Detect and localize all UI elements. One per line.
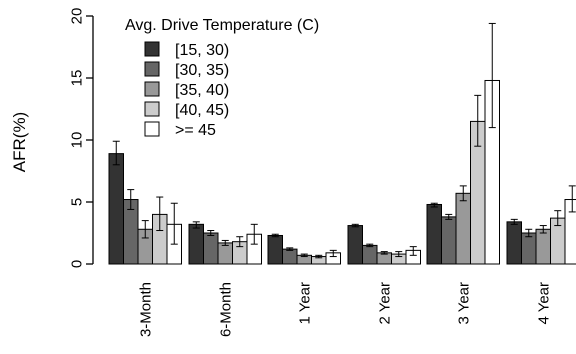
y-tick-label: 20	[68, 8, 85, 25]
error-bar	[112, 140, 120, 166]
bar-group-2-year	[347, 223, 421, 265]
x-tick-label: 3-Month	[137, 282, 154, 337]
error-bar	[568, 185, 576, 213]
error-bar	[525, 228, 533, 238]
error-bar	[488, 22, 496, 129]
error-bar	[300, 253, 308, 258]
bar	[267, 234, 283, 265]
x-tick-label: 6-Month	[217, 282, 234, 337]
error-bar	[207, 230, 215, 236]
bar	[282, 248, 298, 265]
error-bar	[445, 213, 453, 220]
bar	[506, 221, 522, 265]
y-tick-label: 5	[68, 198, 85, 206]
y-tick-label: 0	[68, 260, 85, 268]
error-bar	[271, 233, 279, 238]
error-bar	[329, 249, 337, 258]
y-axis-label: AFR(%)	[10, 112, 29, 172]
bar	[441, 216, 457, 265]
error-bar	[409, 246, 417, 256]
bar	[217, 242, 233, 265]
legend-label: [30, 35)	[175, 62, 229, 79]
bars	[108, 22, 576, 265]
error-bar	[221, 239, 229, 246]
error-bar	[127, 189, 135, 210]
legend-swatch	[144, 61, 160, 77]
error-bar	[539, 225, 547, 234]
error-bar	[236, 236, 244, 248]
error-bar	[459, 185, 467, 202]
bar	[426, 203, 442, 265]
y-tick-label: 15	[68, 70, 85, 87]
error-bar	[170, 202, 178, 245]
error-bar	[430, 202, 438, 208]
bar-group-3-year	[426, 22, 500, 265]
legend-swatch	[144, 121, 160, 137]
bar	[521, 232, 537, 265]
bar	[108, 153, 124, 265]
error-bar	[250, 223, 258, 245]
y-axis: 0 5 10 15 20	[68, 8, 94, 268]
legend-title: Avg. Drive Temperature (C)	[125, 17, 319, 34]
legend-label: [40, 45)	[175, 102, 229, 119]
x-tick-label: 3 Year	[455, 282, 472, 325]
error-bar	[380, 251, 388, 255]
error-bar	[351, 223, 359, 228]
x-tick-label: 2 Year	[376, 282, 393, 325]
error-bar	[286, 247, 294, 251]
bar	[535, 228, 551, 265]
error-bar	[554, 210, 562, 227]
bar	[455, 192, 471, 265]
bar-group-1-year	[267, 233, 341, 265]
x-tick-label: 1 Year	[296, 282, 313, 325]
bar	[362, 244, 378, 265]
error-bar	[474, 94, 482, 147]
legend-swatch	[144, 101, 160, 117]
error-bar	[315, 254, 323, 259]
bar	[203, 232, 219, 265]
legend-swatch	[144, 41, 160, 57]
error-bar	[395, 251, 403, 258]
legend: Avg. Drive Temperature (C) [15, 30) [30, …	[125, 17, 319, 139]
bar	[188, 223, 204, 265]
bar-group-3-month	[108, 140, 182, 265]
legend-swatch	[144, 81, 160, 97]
bar-group-6-month	[188, 221, 262, 265]
x-tick-label: 4 Year	[535, 282, 552, 325]
error-bar	[156, 196, 164, 232]
y-tick-label: 10	[68, 132, 85, 149]
error-bar	[510, 218, 518, 225]
error-bar	[366, 243, 374, 248]
error-bar	[192, 221, 200, 229]
bar	[347, 225, 363, 265]
bar-group-4-year	[506, 185, 576, 265]
x-axis: 3-Month 6-Month 1 Year 2 Year 3 Year 4 Year	[137, 282, 552, 337]
legend-label: [35, 40)	[175, 82, 229, 99]
error-bar	[141, 220, 149, 239]
bar	[564, 199, 576, 265]
legend-label: [15, 30)	[175, 42, 229, 59]
legend-label: >= 45	[175, 122, 216, 139]
